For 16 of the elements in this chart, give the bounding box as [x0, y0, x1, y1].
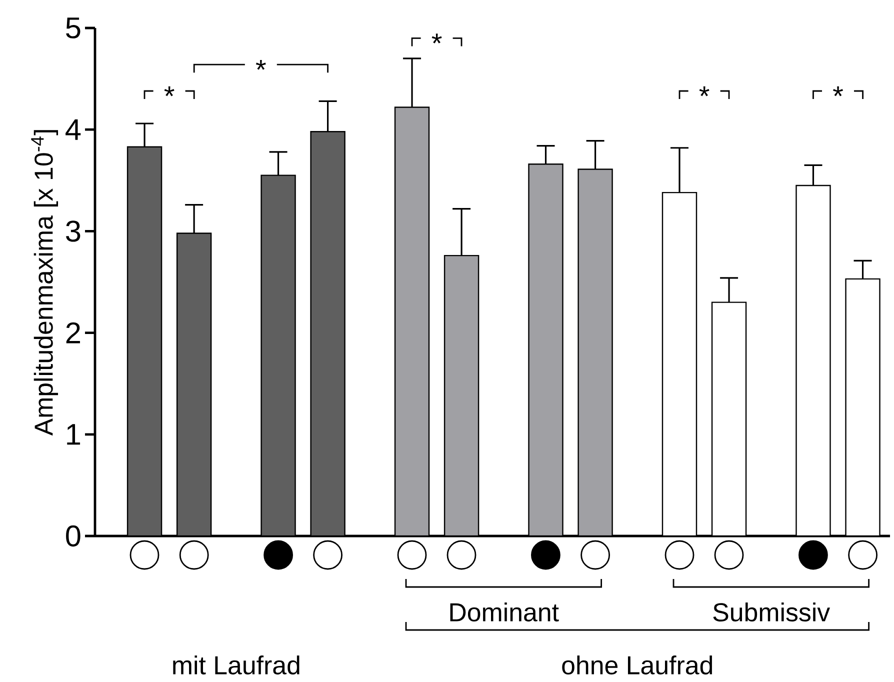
annotation: *: [699, 86, 710, 96]
text: mit Laufrad: [173, 655, 300, 675]
y-tick-label: 4: [66, 119, 81, 140]
annotation: *: [432, 34, 442, 44]
annotation: *: [256, 60, 266, 70]
y-tick-label: 0: [66, 525, 80, 547]
text: ohne Laufrad: [562, 655, 712, 675]
annotation: *: [164, 86, 174, 96]
text: Submissiv: [713, 602, 830, 622]
y-tick-label: 1: [67, 424, 80, 445]
annotation: *: [833, 86, 844, 96]
y-tick-label: 5: [66, 18, 80, 38]
y-axis-title: Amplitudenmaxima [x 10$^{-4}$]: [31, 130, 58, 436]
y-tick-label: 2: [66, 322, 80, 344]
y-tick-label: 3: [66, 220, 80, 242]
text: Dominant: [450, 602, 559, 622]
